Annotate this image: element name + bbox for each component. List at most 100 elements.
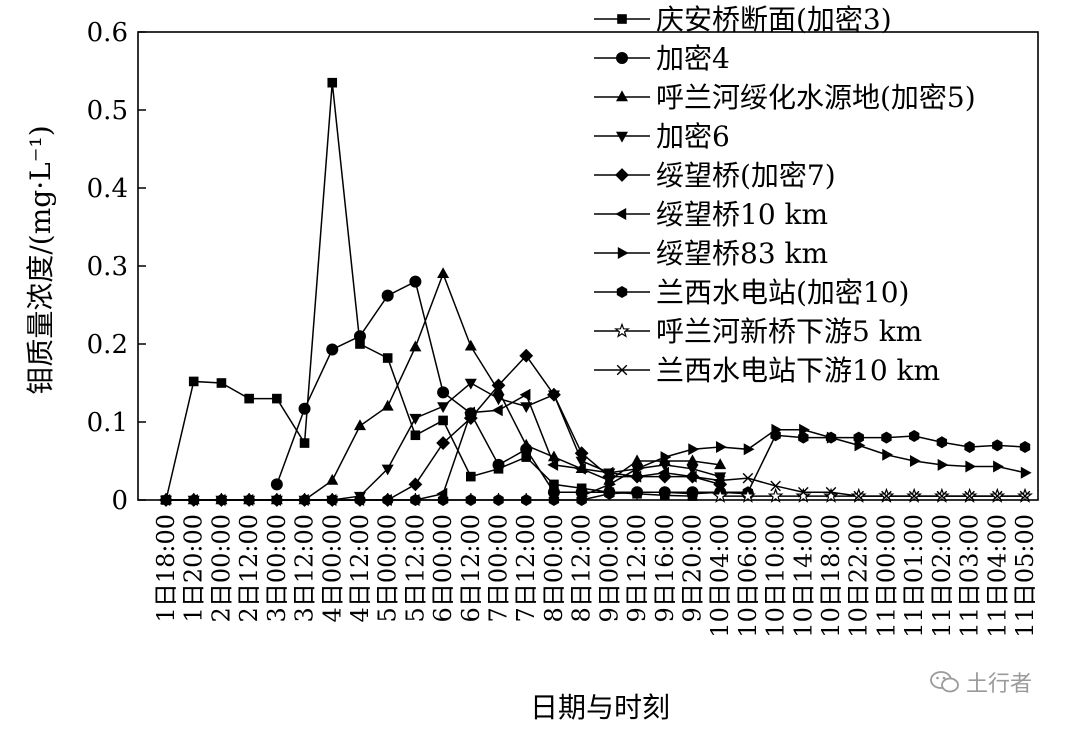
x-tick-label: 9日20:00 [678, 514, 706, 622]
data-point [743, 443, 755, 456]
data-point [937, 458, 949, 471]
data-point [382, 494, 393, 506]
x-tick-label: 11日01:00 [900, 514, 928, 638]
legend-label: 绥望桥(加密7) [656, 159, 836, 192]
data-point [660, 451, 672, 464]
data-point [964, 490, 975, 502]
marker-triangle-right [617, 247, 629, 259]
marker-hexagon [160, 494, 172, 506]
marker-triangle-left [685, 470, 697, 483]
legend-marker [614, 322, 630, 338]
data-point [354, 494, 366, 506]
series-markers [159, 77, 1033, 507]
data-point [712, 487, 729, 503]
marker-star [712, 487, 729, 503]
marker-hexagon [271, 494, 283, 506]
marker-hexagon [493, 494, 504, 506]
marker-triangle-left [602, 466, 614, 479]
marker-hexagon [382, 494, 393, 506]
data-point [658, 460, 671, 472]
marker-triangle-up [714, 458, 727, 470]
marker-circle [616, 52, 628, 64]
marker-square [466, 471, 476, 482]
marker-hexagon [437, 494, 449, 506]
data-point [715, 440, 727, 453]
legend-marker [616, 286, 628, 298]
data-point [688, 443, 700, 456]
x-tick-label: 5日00:00 [374, 514, 402, 622]
legend-marker [617, 14, 627, 24]
data-point [881, 490, 892, 502]
marker-hexagon [908, 430, 920, 443]
data-point [686, 454, 699, 466]
data-point [853, 431, 864, 444]
marker-triangle-up [409, 340, 422, 352]
data-point [882, 448, 894, 461]
y-tick-label: 0.2 [87, 330, 128, 360]
marker-triangle-up [353, 419, 366, 431]
data-point [602, 466, 614, 479]
legend-marker [615, 208, 627, 220]
legend-label: 呼兰河绥化水源地(加密5) [656, 81, 976, 114]
marker-square [438, 415, 448, 426]
data-point [519, 388, 531, 401]
marker-star [795, 487, 812, 503]
data-point [631, 454, 644, 466]
x-tick-label: 11日02:00 [928, 514, 956, 638]
data-point [437, 402, 450, 413]
x-tick-label: 10日22:00 [845, 514, 873, 638]
legend-label: 兰西水电站(加密10) [656, 276, 909, 309]
data-point [604, 487, 615, 500]
data-point [991, 490, 1003, 502]
y-tick-label: 0.6 [87, 18, 128, 48]
data-point [353, 330, 366, 343]
data-point [520, 438, 533, 450]
marker-triangle-left [630, 470, 642, 483]
x-tick-label: 3日00:00 [263, 514, 291, 622]
data-point [216, 494, 227, 506]
marker-hexagon [243, 494, 255, 506]
marker-hexagon [188, 494, 199, 506]
data-point [437, 267, 450, 278]
marker-x-b [714, 475, 726, 486]
marker-triangle-up [520, 438, 533, 450]
marker-hexagon [299, 494, 310, 506]
marker-hexagon [992, 439, 1003, 452]
marker-square [244, 393, 254, 404]
x-tick-label: 9日12:00 [623, 514, 651, 622]
data-point [714, 475, 726, 486]
marker-triangle-up [631, 454, 644, 466]
x-tick-label: 5日12:00 [401, 514, 429, 622]
marker-triangle-left [464, 406, 476, 419]
data-point [993, 460, 1004, 473]
marker-x-b [616, 364, 628, 376]
data-point [908, 430, 920, 443]
x-tick-label: 1日20:00 [180, 514, 208, 622]
marker-square [216, 378, 227, 388]
marker-triangle-right [882, 448, 894, 461]
data-point [936, 436, 948, 449]
marker-x-b [1019, 490, 1031, 502]
data-point [770, 480, 781, 492]
legend-label: 绥望桥83 km [656, 237, 828, 270]
marker-hexagon [410, 494, 421, 506]
data-point [714, 458, 727, 470]
marker-diamond [574, 446, 589, 461]
marker-diamond [519, 348, 534, 363]
data-point [881, 431, 892, 444]
data-point [410, 430, 421, 441]
x-tick-label: 4日00:00 [318, 514, 346, 622]
marker-hexagon [853, 431, 864, 444]
data-point [381, 289, 394, 302]
marker-triangle-left [491, 404, 503, 417]
x-tick-label: 4日12:00 [346, 514, 374, 622]
marker-x-b [798, 486, 809, 498]
data-point [547, 486, 560, 499]
data-point [491, 404, 503, 417]
marker-circle [409, 275, 422, 288]
marker-hexagon [1019, 440, 1031, 453]
x-tick-label: 11日03:00 [956, 514, 984, 638]
series-line-10 [720, 477, 1025, 497]
data-point [992, 439, 1003, 452]
data-point [381, 464, 394, 476]
